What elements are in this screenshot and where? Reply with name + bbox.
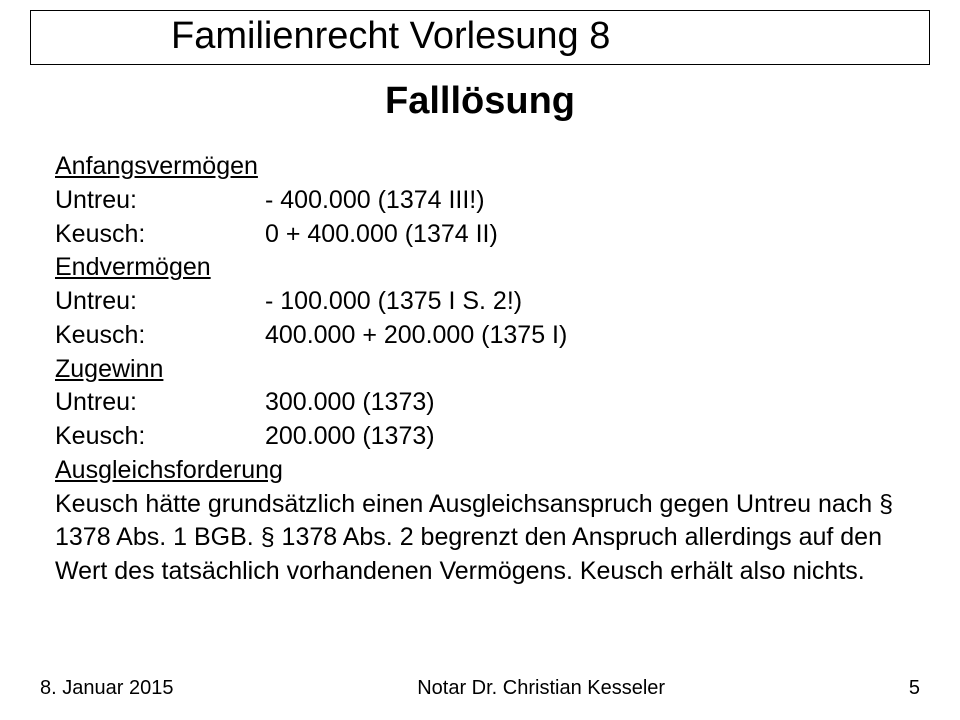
value: 200.000 (1373) xyxy=(265,420,905,454)
label: Keusch: xyxy=(55,319,265,353)
page-title: Familienrecht Vorlesung 8 xyxy=(51,15,909,58)
heading-ausgleich: Ausgleichsforderung xyxy=(55,454,905,488)
row-anfangs-keusch: Keusch: 0 + 400.000 (1374 II) xyxy=(55,218,905,252)
row-zugewinn-keusch: Keusch: 200.000 (1373) xyxy=(55,420,905,454)
label: Untreu: xyxy=(55,285,265,319)
heading-zugewinn: Zugewinn xyxy=(55,353,905,387)
value: - 400.000 (1374 III!) xyxy=(265,184,905,218)
value: 300.000 (1373) xyxy=(265,386,905,420)
heading-anfangsvermoegen: Anfangsvermögen xyxy=(55,150,905,184)
row-anfangs-untreu: Untreu: - 400.000 (1374 III!) xyxy=(55,184,905,218)
body-text: Keusch hätte grundsätzlich einen Ausglei… xyxy=(55,488,905,589)
value: - 100.000 (1375 I S. 2!) xyxy=(265,285,905,319)
row-end-untreu: Untreu: - 100.000 (1375 I S. 2!) xyxy=(55,285,905,319)
row-end-keusch: Keusch: 400.000 + 200.000 (1375 I) xyxy=(55,319,905,353)
title-box: Familienrecht Vorlesung 8 xyxy=(30,10,930,65)
label: Keusch: xyxy=(55,420,265,454)
content: Anfangsvermögen Untreu: - 400.000 (1374 … xyxy=(55,150,905,589)
label: Keusch: xyxy=(55,218,265,252)
label: Untreu: xyxy=(55,386,265,420)
footer-page-number: 5 xyxy=(909,677,920,700)
footer-author: Notar Dr. Christian Kesseler xyxy=(173,677,908,700)
value: 400.000 + 200.000 (1375 I) xyxy=(265,319,905,353)
footer-date: 8. Januar 2015 xyxy=(40,677,173,700)
subtitle-wrap: Falllösung xyxy=(0,80,960,123)
label: Untreu: xyxy=(55,184,265,218)
footer: 8. Januar 2015 Notar Dr. Christian Kesse… xyxy=(40,677,920,700)
subtitle: Falllösung xyxy=(385,80,575,122)
value: 0 + 400.000 (1374 II) xyxy=(265,218,905,252)
heading-endvermoegen: Endvermögen xyxy=(55,251,905,285)
row-zugewinn-untreu: Untreu: 300.000 (1373) xyxy=(55,386,905,420)
